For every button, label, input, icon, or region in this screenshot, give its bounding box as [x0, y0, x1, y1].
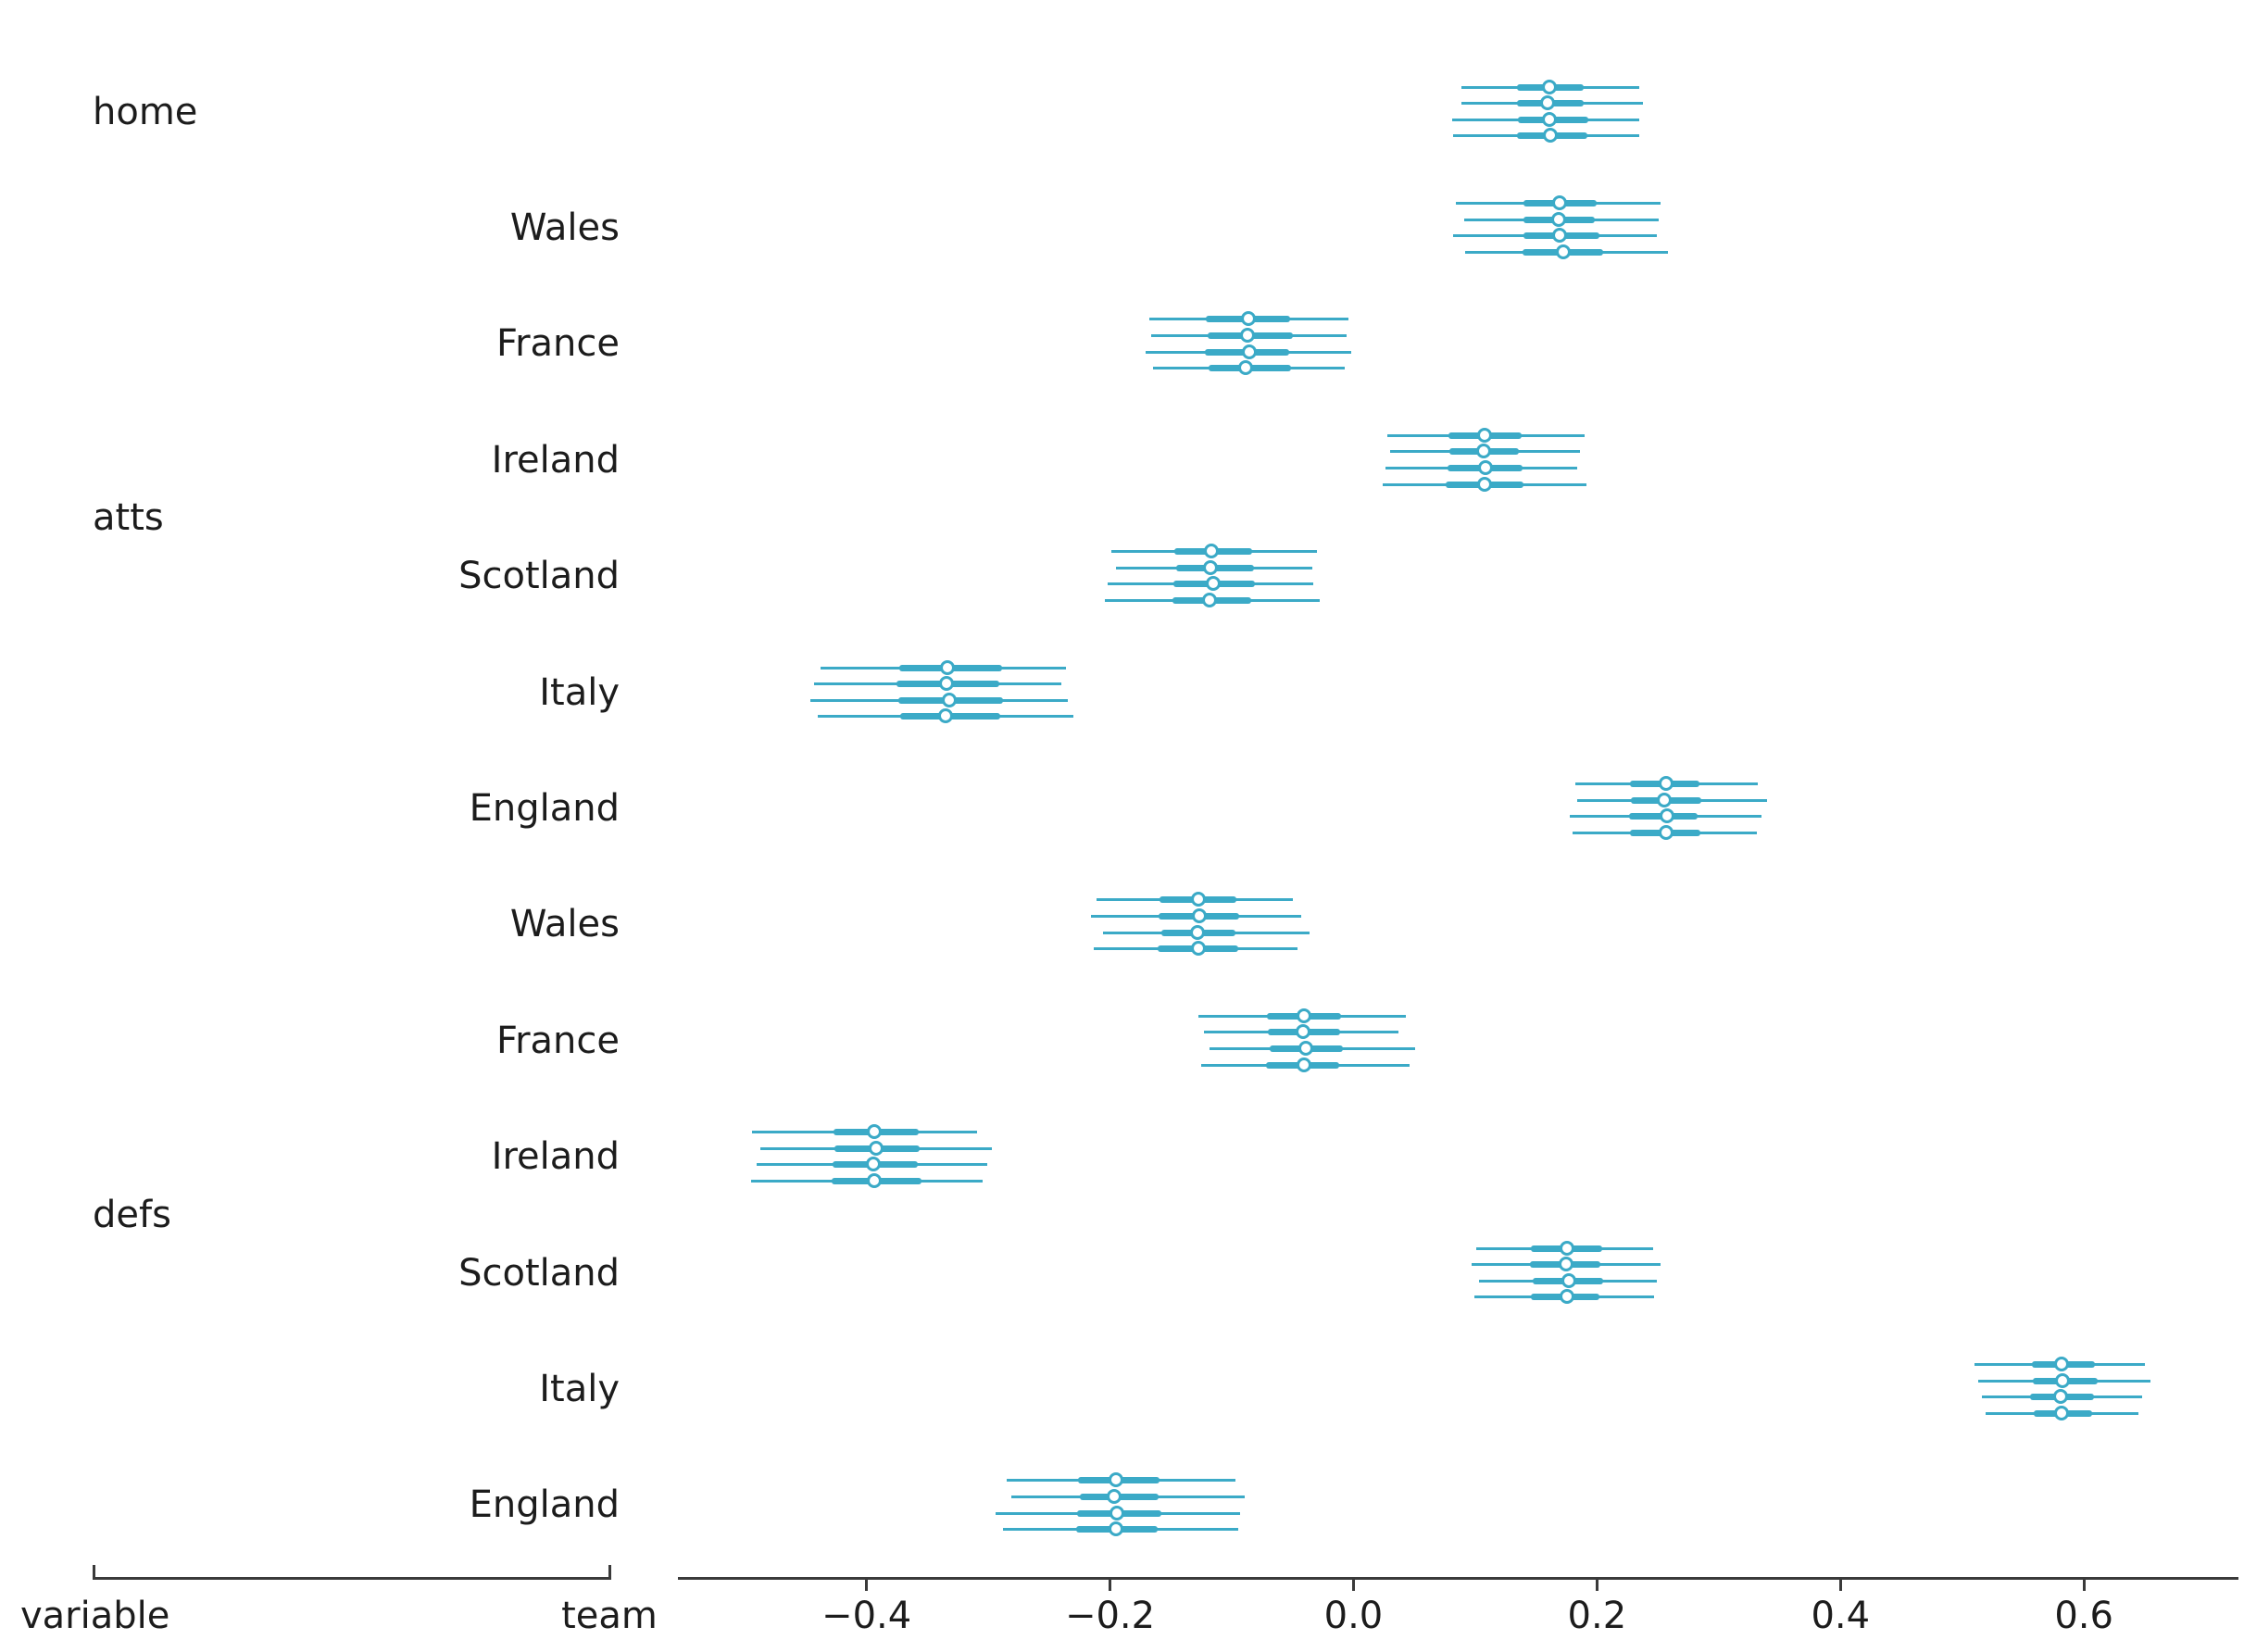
median-marker	[1107, 1489, 1122, 1504]
median-marker	[1556, 244, 1572, 259]
median-marker	[1109, 1505, 1124, 1521]
median-marker	[1658, 824, 1674, 840]
median-marker	[1204, 544, 1220, 559]
median-marker	[1296, 1024, 1311, 1040]
category-axis-left-cap	[93, 1565, 95, 1577]
team-label: England	[469, 1483, 620, 1527]
median-marker	[1658, 776, 1674, 791]
median-marker	[1242, 344, 1258, 359]
median-marker	[2055, 1372, 2071, 1388]
median-marker	[1190, 941, 1206, 957]
median-marker	[1205, 576, 1221, 592]
team-label: Italy	[539, 670, 620, 714]
team-label: Ireland	[491, 438, 620, 482]
median-marker	[1551, 211, 1567, 227]
median-marker	[1476, 476, 1492, 492]
median-marker	[1552, 228, 1568, 244]
variable-label: home	[93, 90, 198, 133]
median-marker	[2054, 1357, 2070, 1371]
median-marker	[1239, 328, 1255, 343]
median-marker	[868, 1140, 884, 1156]
team-column-label: team	[561, 1595, 658, 1637]
team-label: Scotland	[458, 1251, 620, 1295]
median-marker	[1560, 1289, 1575, 1305]
median-marker	[1189, 924, 1205, 940]
team-label: Italy	[539, 1367, 620, 1410]
team-label: England	[469, 786, 620, 830]
median-marker	[1561, 1272, 1576, 1288]
median-marker	[1108, 1521, 1123, 1537]
median-marker	[1560, 1240, 1575, 1256]
category-axis-line	[93, 1577, 611, 1580]
x-tick-mark	[1351, 1580, 1355, 1591]
x-tick-mark	[1109, 1580, 1112, 1591]
median-marker	[867, 1173, 883, 1188]
median-marker	[1240, 311, 1256, 327]
median-marker	[1541, 79, 1557, 94]
median-marker	[1542, 128, 1558, 144]
variable-column-label: variable	[20, 1595, 170, 1637]
median-marker	[2054, 1405, 2070, 1420]
x-tick-label: 0.2	[1567, 1595, 1627, 1637]
median-marker	[1298, 1041, 1313, 1056]
median-marker	[1190, 892, 1206, 907]
team-label: Wales	[509, 903, 620, 946]
median-marker	[1297, 1007, 1312, 1023]
variable-label: defs	[93, 1193, 171, 1236]
team-label: Scotland	[458, 555, 620, 598]
median-marker	[1203, 559, 1219, 575]
x-tick-mark	[2082, 1580, 2086, 1591]
x-tick-label: 0.0	[1323, 1595, 1384, 1637]
median-marker	[938, 676, 954, 692]
median-marker	[1541, 111, 1557, 127]
x-tick-mark	[1595, 1580, 1598, 1591]
x-tick-label: 0.6	[2054, 1595, 2113, 1637]
median-marker	[1478, 460, 1494, 475]
team-label: France	[495, 1019, 620, 1062]
x-tick-label: −0.4	[821, 1595, 912, 1637]
variable-label: atts	[93, 496, 164, 540]
x-tick-label: 0.4	[1811, 1595, 1871, 1637]
team-label: Ireland	[491, 1135, 620, 1179]
category-axis-right-cap	[608, 1565, 611, 1577]
median-marker	[1192, 908, 1208, 923]
median-marker	[866, 1157, 881, 1172]
median-marker	[1660, 808, 1675, 824]
x-tick-mark	[1838, 1580, 1842, 1591]
x-tick-label: −0.2	[1064, 1595, 1156, 1637]
team-label: Wales	[509, 206, 620, 249]
median-marker	[1108, 1472, 1123, 1488]
median-marker	[1475, 444, 1491, 459]
x-tick-mark	[865, 1580, 869, 1591]
median-marker	[940, 659, 956, 675]
median-marker	[1540, 95, 1556, 111]
team-label: France	[495, 322, 620, 366]
median-marker	[1476, 427, 1492, 443]
x-axis-line	[678, 1577, 2238, 1580]
median-marker	[1657, 792, 1673, 807]
median-marker	[867, 1124, 883, 1140]
median-marker	[941, 692, 957, 707]
median-marker	[1238, 360, 1254, 376]
median-marker	[1201, 593, 1217, 607]
median-marker	[2052, 1389, 2068, 1405]
median-marker	[937, 708, 953, 724]
median-marker	[1297, 1057, 1312, 1072]
median-marker	[1552, 195, 1568, 210]
median-marker	[1558, 1257, 1573, 1272]
